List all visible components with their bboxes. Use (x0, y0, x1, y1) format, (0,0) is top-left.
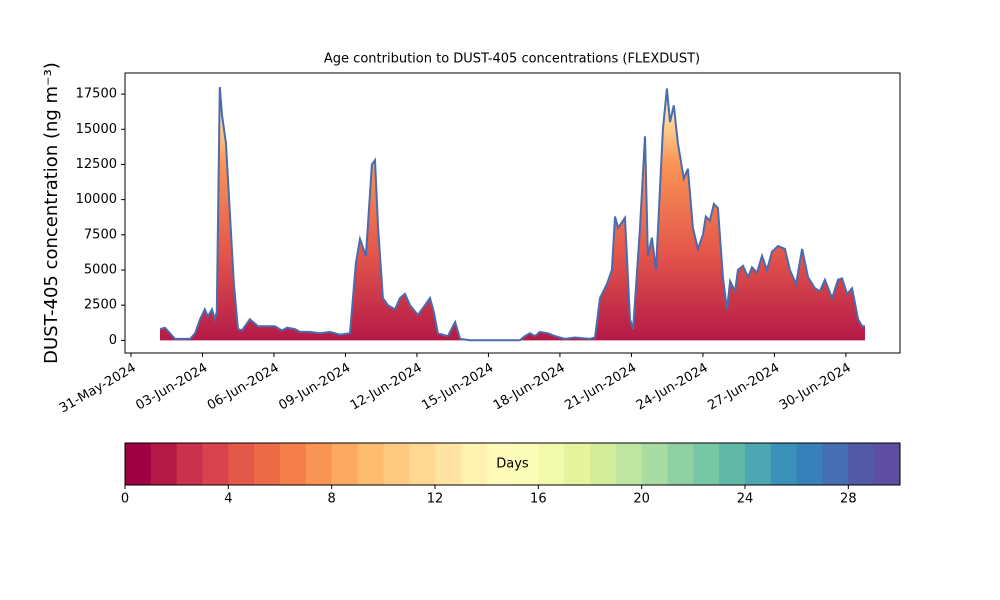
colorbar-swatch (228, 443, 255, 485)
y-tick-label: 7500 (84, 227, 117, 242)
x-tick-label: 31-May-2024 (57, 361, 139, 417)
colorbar-tick-label: 0 (121, 492, 129, 507)
x-tick-label: 15-Jun-2024 (419, 361, 496, 414)
colorbar-tick-label: 20 (633, 492, 650, 507)
colorbar-swatch (254, 443, 281, 485)
colorbar-swatch (796, 443, 823, 485)
colorbar-swatch (435, 443, 462, 485)
y-tick-label: 2500 (84, 298, 117, 313)
x-tick-label: 03-Jun-2024 (133, 361, 210, 414)
colorbar-swatch (745, 443, 772, 485)
colorbar-swatch (486, 443, 513, 485)
colorbar-swatch (667, 443, 694, 485)
y-tick-label: 17500 (76, 87, 117, 102)
colorbar-frame (124, 442, 901, 486)
x-tick-label: 12-Jun-2024 (348, 361, 425, 414)
colorbar-swatch (770, 443, 798, 485)
colorbar-tick-label: 24 (737, 492, 754, 507)
colorbar-swatch (409, 443, 436, 485)
x-tick-label: 27-Jun-2024 (705, 361, 782, 414)
colorbar-swatch (590, 443, 617, 485)
colorbar-swatch (305, 443, 333, 485)
plot-frame (124, 72, 901, 354)
y-tick-label: 0 (109, 333, 117, 348)
colorbar-swatch (538, 443, 565, 485)
area-fill (160, 87, 865, 341)
x-tick-label: 30-Jun-2024 (777, 361, 854, 414)
colorbar-swatch (564, 443, 591, 485)
y-tick-label: 15000 (76, 122, 117, 137)
colorbar-swatch (383, 443, 410, 485)
total-line (159, 87, 865, 342)
colorbar-swatch (202, 443, 229, 485)
colorbar-tick-label: 16 (530, 492, 547, 507)
colorbar-swatch (641, 443, 668, 485)
x-tick-label: 18-Jun-2024 (491, 361, 568, 414)
chart-title: Age contribution to DUST-405 concentrati… (324, 52, 700, 67)
colorbar-swatch (848, 443, 875, 485)
x-tick-label: 06-Jun-2024 (205, 361, 282, 414)
colorbar-swatch (719, 443, 746, 485)
colorbar-swatch (125, 443, 152, 485)
y-tick-label: 5000 (84, 262, 117, 277)
colorbar-label: Days (496, 457, 529, 472)
y-tick-label: 12500 (76, 157, 117, 172)
colorbar-swatch (331, 443, 358, 485)
colorbar-tick-label: 4 (224, 492, 232, 507)
y-tick-label: 10000 (76, 192, 117, 207)
colorbar-tick-label: 12 (427, 492, 444, 507)
x-tick-label: 09-Jun-2024 (276, 361, 353, 414)
colorbar-swatch (693, 443, 720, 485)
colorbar-swatch (460, 443, 488, 485)
colorbar-swatch (150, 443, 178, 485)
colorbar-tick-label: 8 (328, 492, 336, 507)
colorbar-swatch (357, 443, 384, 485)
colorbar-swatch (512, 443, 539, 485)
x-tick-label: 21-Jun-2024 (562, 361, 639, 414)
colorbar-swatch (176, 443, 203, 485)
colorbar-swatch (822, 443, 849, 485)
colorbar-tick-label: 28 (840, 492, 857, 507)
colorbar-swatch (280, 443, 307, 485)
y-axis-label: DUST-405 concentration (ng m⁻³) (41, 62, 62, 364)
colorbar-swatch (615, 443, 643, 485)
x-tick-label: 24-Jun-2024 (634, 361, 711, 414)
colorbar-swatch (874, 443, 901, 485)
